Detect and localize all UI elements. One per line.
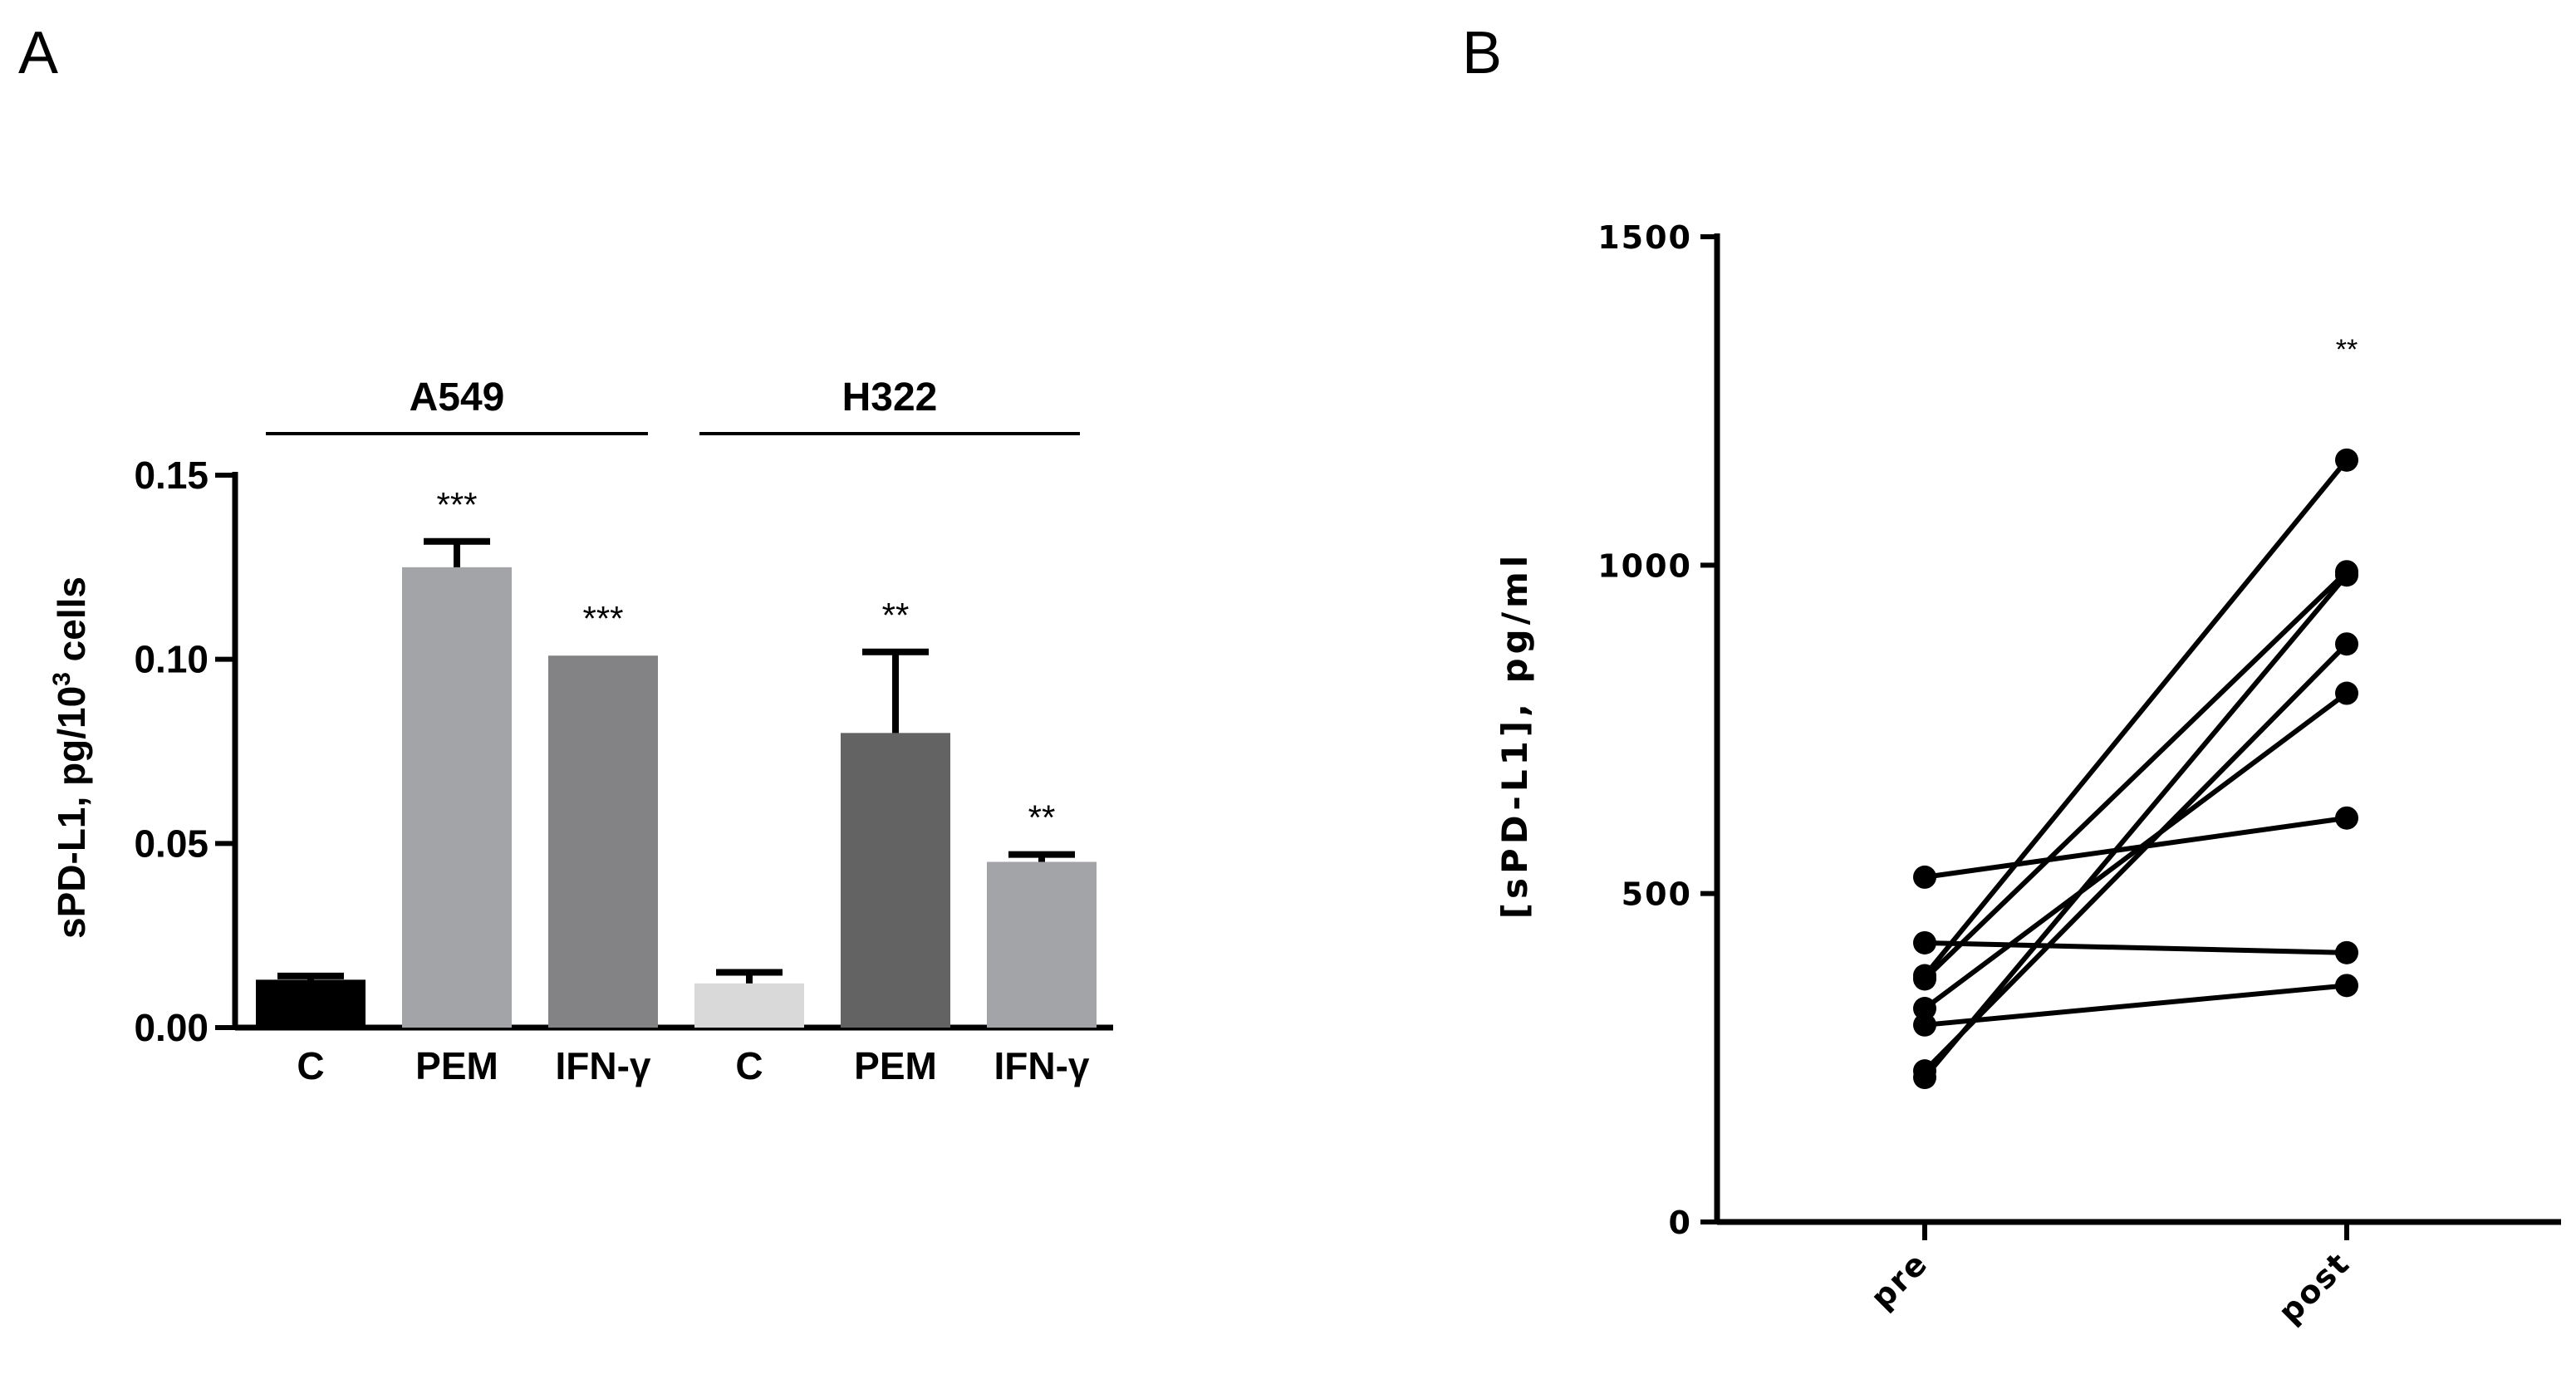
panel-b-paired-line: [1923, 691, 2348, 1011]
panel-b-y-tick-label: 1500: [1597, 219, 1692, 256]
panel-b-paired-line: [1924, 983, 2348, 1028]
panel-label-b: B: [1462, 20, 1502, 86]
panel-b-post-point: [2335, 974, 2358, 998]
panel-b-y-axis-label: [sPD-L1], pg/ml: [1494, 552, 1535, 919]
panel-b-x-tick-label: post: [2271, 1244, 2357, 1330]
panel-a-significance-label: ***: [582, 599, 623, 638]
panel-a-significance-label: **: [1028, 798, 1056, 837]
panel-b-y-tick-label: 0: [1669, 1205, 1692, 1241]
panel-a-group-label: A549: [410, 375, 505, 420]
panel-b-pre-point: [1913, 1013, 1936, 1037]
panel-a-y-tick-label: 0.00: [134, 1006, 209, 1049]
panel-a-y-axis-label: sPD-L1, pg/103 cells: [48, 577, 93, 939]
panel-a-y-tick-label: 0.05: [134, 822, 209, 865]
panel-b-paired-line: [1922, 458, 2349, 978]
panel-a-bar: [256, 979, 366, 1028]
panel-b-pre-point: [1913, 967, 1936, 991]
panel-a-x-tick-label: C: [735, 1044, 763, 1087]
panel-a-y-tick-label: 0.10: [134, 638, 209, 681]
panel-b-post-point: [2335, 806, 2358, 830]
panel-b-post-point: [2335, 448, 2358, 472]
panel-b-post-point: [2335, 940, 2358, 964]
panel-a-x-tick-label: IFN-γ: [556, 1044, 651, 1087]
panel-b-line-chart: [sPD-L1], pg/ml 0 500 1000 1500 pre post **: [1494, 219, 2561, 1331]
panel-a-bar: [548, 655, 658, 1028]
panel-b-paired-line: [1922, 570, 2349, 981]
panel-b-pre-point: [1913, 997, 1936, 1021]
panel-b-y-tick-label: 500: [1622, 876, 1692, 913]
panel-b-pre-point: [1913, 1066, 1936, 1090]
panel-a-bar: [694, 983, 804, 1028]
panel-b-post-point: [2335, 632, 2358, 656]
panel-a-x-tick-label: PEM: [854, 1044, 937, 1087]
panel-b-paired-line: [1922, 642, 2349, 1073]
panel-b-y-tick-label: 1000: [1597, 547, 1692, 584]
panel-a-significance-label: **: [882, 596, 910, 635]
panel-b-post-point: [2335, 681, 2358, 705]
panel-a-group-label: H322: [842, 375, 938, 420]
panel-a-bar: [841, 733, 950, 1028]
panel-b-paired-line: [1922, 573, 2349, 1079]
panel-a-x-tick-label: IFN-γ: [994, 1044, 1090, 1087]
panel-b-paired-line: [1924, 940, 2348, 955]
panel-b-post-point: [2335, 563, 2358, 587]
panel-a-x-tick-label: C: [297, 1044, 324, 1087]
panel-a-bar-chart: sPD-L1, pg/103 cells 0.00 0.05 0.10 0.15 C PE…: [48, 375, 1113, 1087]
panel-b-x-tick-label: pre: [1863, 1244, 1935, 1316]
panel-label-a: A: [18, 20, 58, 86]
panel-b-significance-label: **: [2336, 334, 2358, 366]
panel-a-y-tick-label: 0.15: [134, 454, 209, 497]
panel-a-significance-label: ***: [436, 485, 477, 524]
panel-b-paired-line: [1924, 815, 2348, 880]
panel-a-bar: [402, 567, 512, 1028]
panel-a-bar: [987, 861, 1097, 1028]
panel-b-pre-point: [1913, 930, 1936, 954]
panel-b-pre-point: [1913, 865, 1936, 889]
panel-a-x-tick-label: PEM: [415, 1044, 498, 1087]
